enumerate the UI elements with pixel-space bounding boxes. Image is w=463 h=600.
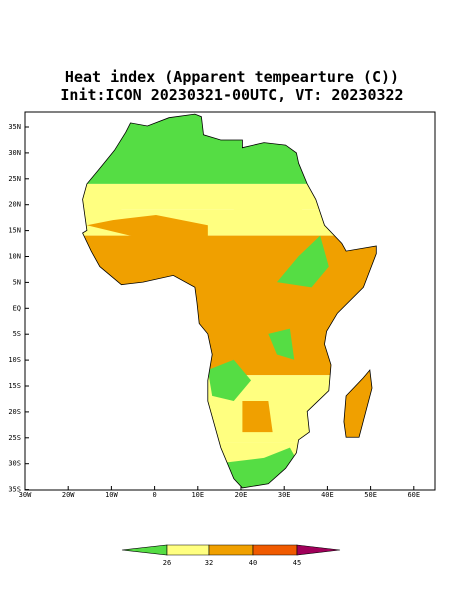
colorbar-segment	[208, 544, 254, 556]
heat-patch	[276, 235, 329, 288]
colorbar-segment	[121, 544, 168, 556]
lat-label: 10S	[8, 356, 21, 364]
lat-label: 10N	[8, 253, 21, 261]
lon-label: 0	[152, 491, 156, 499]
colorbar-segment	[296, 544, 341, 556]
heat-patch	[207, 359, 252, 402]
lat-label: 15N	[8, 227, 21, 235]
lat-label: 30S	[8, 460, 21, 468]
lon-label: 20E	[235, 491, 248, 499]
title: Heat index (Apparent tempearture (C))	[65, 68, 399, 86]
colorbar-segment	[166, 544, 210, 556]
colorbar-label: 32	[205, 559, 213, 567]
lon-label: 30E	[278, 491, 291, 499]
lat-label: 5S	[13, 330, 21, 338]
colorbar-label: 40	[249, 559, 257, 567]
heat-patch	[86, 214, 208, 246]
madagascar	[343, 369, 373, 438]
lat-label: 20S	[8, 408, 21, 416]
colorbar: 26 32 40 45	[121, 544, 341, 567]
lat-label: 25N	[8, 175, 21, 183]
lon-label: 10W	[105, 491, 118, 499]
lon-label: 20W	[62, 491, 75, 499]
coastline	[82, 113, 377, 489]
lat-label: 5N	[13, 278, 21, 286]
lat-label: 30N	[8, 149, 21, 157]
colorbar-label: 26	[163, 559, 171, 567]
lat-label: 20N	[8, 201, 21, 209]
lon-label: 50E	[364, 491, 377, 499]
heat-patch	[225, 183, 303, 231]
lat-label: EQ	[13, 304, 21, 312]
colorbar-label: 45	[293, 559, 301, 567]
heat-patch	[82, 189, 156, 221]
lat-label: 35S	[8, 486, 21, 494]
heat-patch	[220, 447, 299, 488]
lon-label: 40E	[321, 491, 334, 499]
colorbar-segment	[252, 544, 298, 556]
lat-label: 35N	[8, 123, 21, 131]
lon-label: 30W	[19, 491, 32, 499]
heat-patch	[268, 328, 295, 360]
lon-label: 10E	[191, 491, 204, 499]
heat-patch	[242, 401, 273, 433]
subtitle: Init:ICON 20230321-00UTC, VT: 20230322	[60, 86, 403, 104]
lat-label: 15S	[8, 382, 21, 390]
lon-label: 60E	[407, 491, 420, 499]
lat-label: 25S	[8, 434, 21, 442]
